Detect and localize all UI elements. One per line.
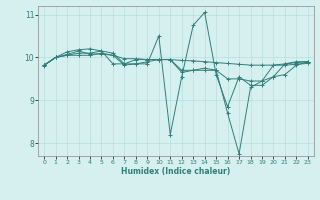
X-axis label: Humidex (Indice chaleur): Humidex (Indice chaleur) <box>121 167 231 176</box>
